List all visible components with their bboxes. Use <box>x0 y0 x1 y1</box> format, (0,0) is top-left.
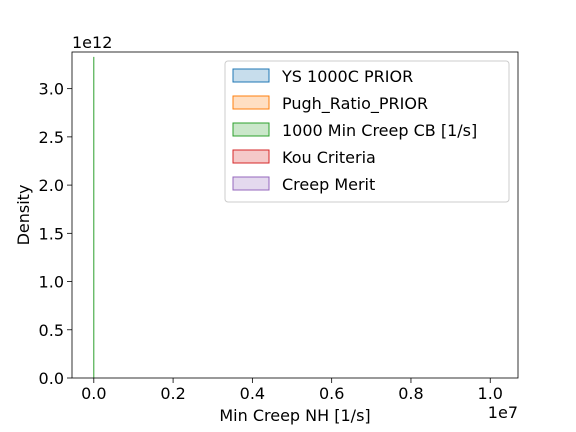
legend-frame <box>224 60 510 203</box>
x-tick-label: 0.2 <box>160 384 185 403</box>
legend: YS 1000C PRIOR Pugh_Ratio_PRIOR 1000 Min C… <box>224 60 510 203</box>
y-tick-label: 2.0 <box>39 176 64 195</box>
legend-entry: 1000 Min Creep CB [1/s] <box>282 121 477 140</box>
axes-frame <box>71 51 519 379</box>
legend-entry: Pugh_Ratio_PRIOR <box>282 94 428 114</box>
y-tick-label: 1.0 <box>39 273 64 292</box>
legend-swatch <box>232 95 270 110</box>
x-tick-label: 0.4 <box>240 384 265 403</box>
legend-entry: Kou Criteria <box>282 148 376 167</box>
x-axis-ticks: 0.0 0.2 0.4 0.6 0.8 1.0 <box>81 378 503 403</box>
y-axis-ticks: 0.0 0.5 1.0 1.5 2.0 2.5 3.0 <box>39 80 72 388</box>
legend-swatch <box>232 68 270 83</box>
y-tick-label: 0.5 <box>39 321 64 340</box>
y-tick-label: 2.5 <box>39 128 64 147</box>
x-tick-label: 1.0 <box>478 384 503 403</box>
x-tick-label: 0.8 <box>398 384 423 403</box>
legend-swatch <box>232 149 270 164</box>
y-tick-label: 0.0 <box>39 369 64 388</box>
legend-swatch <box>232 176 270 191</box>
legend-entry: YS 1000C PRIOR <box>281 67 413 86</box>
legend-entry: Creep Merit <box>282 175 375 194</box>
y-offset-text: 1e12 <box>72 33 112 52</box>
y-axis-label: Density <box>14 185 33 246</box>
y-tick-label: 1.5 <box>39 224 64 243</box>
x-axis-label: Min Creep NH [1/s] <box>219 406 370 425</box>
x-tick-label: 0.6 <box>319 384 344 403</box>
y-tick-label: 3.0 <box>39 80 64 99</box>
x-offset-text: 1e7 <box>488 403 518 422</box>
x-tick-label: 0.0 <box>81 384 106 403</box>
legend-swatch <box>232 122 270 137</box>
